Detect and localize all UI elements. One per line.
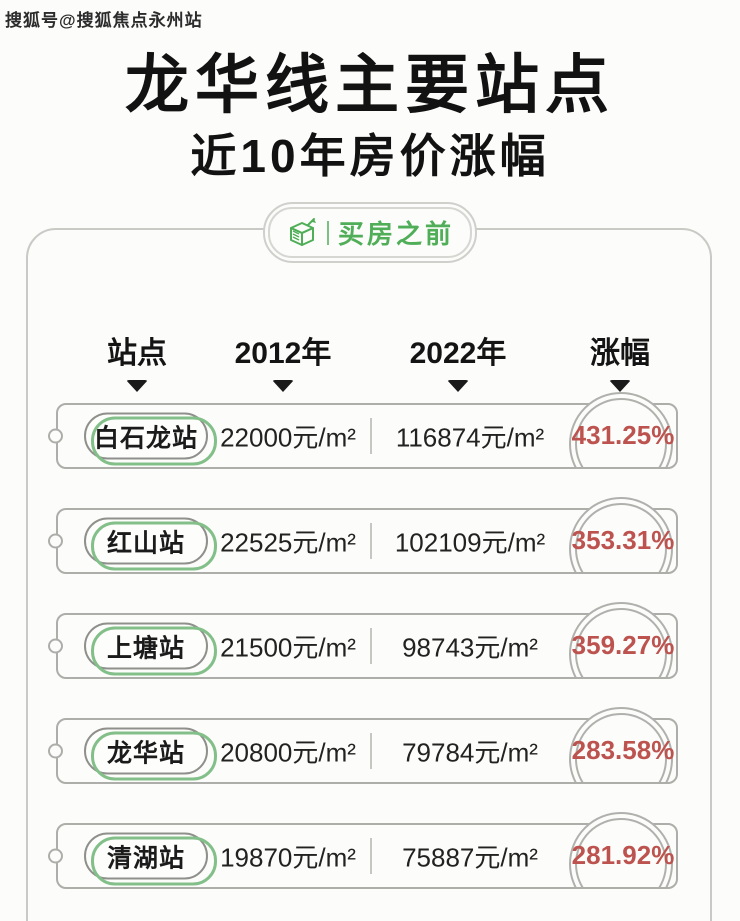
station-pill: 白石龙站 [84, 412, 217, 466]
station-pill: 龙华站 [84, 727, 217, 781]
table-row: 白石龙站 22000元/m² 116874元/m² 431.25% [48, 392, 678, 469]
badge-label: 买房之前 [337, 219, 455, 249]
station-name: 白石龙站 [93, 424, 198, 452]
column-header-label: 站点 [107, 337, 167, 370]
price-2022: 116874元/m² [395, 422, 545, 453]
column-divider [370, 838, 372, 874]
price-2022: 98743元/m² [402, 632, 538, 663]
ticket-notch [48, 533, 63, 549]
column-header-growth: 涨幅 [560, 328, 680, 392]
ticket-notch [48, 638, 63, 654]
column-header-2012: 2012年 [203, 328, 363, 392]
price-2022: 79784元/m² [402, 737, 538, 768]
price-2012: 21500元/m² [220, 632, 356, 663]
column-header-label: 涨幅 [590, 337, 650, 370]
price-2022: 102109元/m² [394, 527, 546, 558]
growth-percent: 431.25% [571, 420, 675, 450]
column-divider [370, 523, 372, 559]
table-row: 龙华站 20800元/m² 79784元/m² 283.58% [48, 707, 678, 784]
triangle-down-icon [272, 380, 294, 392]
triangle-down-icon [126, 380, 148, 392]
column-divider [370, 628, 372, 664]
station-pill: 红山站 [84, 517, 217, 571]
page-title: 龙华线主要站点 [125, 49, 615, 121]
column-header-label: 2022年 [409, 337, 507, 370]
column-divider [370, 733, 372, 769]
column-header-station: 站点 [77, 328, 197, 392]
station-name: 龙华站 [106, 739, 185, 767]
column-header-label: 2012年 [234, 337, 332, 370]
growth-percent: 359.27% [571, 630, 675, 660]
ticket-notch [48, 848, 63, 864]
station-pill: 清湖站 [84, 832, 217, 886]
price-2022: 75887元/m² [402, 842, 538, 873]
growth-percent: 283.58% [571, 735, 675, 765]
price-2012: 22525元/m² [220, 527, 356, 558]
growth-arch: 359.27% [566, 600, 684, 677]
growth-percent: 281.92% [571, 840, 675, 870]
station-name: 清湖站 [106, 844, 185, 872]
price-2012: 22000元/m² [220, 422, 356, 453]
ticket-notch [48, 743, 63, 759]
box-logo-icon [286, 217, 318, 249]
badge-divider [326, 220, 329, 245]
ticket-notch [48, 428, 63, 444]
growth-arch: 283.58% [566, 705, 684, 782]
brand-badge: 买房之前 [262, 202, 478, 263]
growth-arch: 281.92% [566, 810, 684, 887]
station-pill: 上塘站 [84, 622, 217, 676]
watermark: 搜狐号@搜狐焦点永州站 [5, 11, 203, 30]
table-row: 红山站 22525元/m² 102109元/m² 353.31% [48, 497, 678, 574]
growth-percent: 353.31% [571, 525, 675, 555]
brand-badge-inner: 买房之前 [267, 207, 473, 258]
table-row: 清湖站 19870元/m² 75887元/m² 281.92% [48, 812, 678, 889]
growth-arch: 353.31% [566, 495, 684, 572]
column-divider [370, 418, 372, 454]
price-2012: 19870元/m² [220, 842, 356, 873]
growth-arch: 431.25% [566, 390, 684, 467]
station-name: 上塘站 [106, 634, 185, 662]
price-2012: 20800元/m² [220, 737, 356, 768]
triangle-down-icon [447, 380, 469, 392]
page-subtitle: 近10年房价涨幅 [190, 130, 550, 182]
column-header-2022: 2022年 [378, 328, 538, 392]
triangle-down-icon [609, 380, 631, 392]
station-name: 红山站 [106, 529, 185, 557]
table-row: 上塘站 21500元/m² 98743元/m² 359.27% [48, 602, 678, 679]
